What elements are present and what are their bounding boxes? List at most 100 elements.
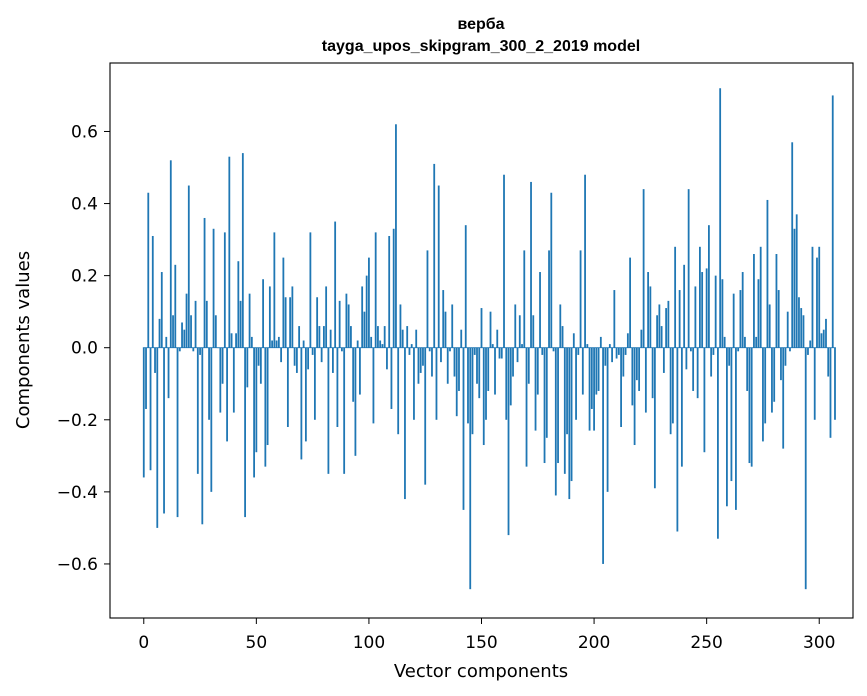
bar bbox=[309, 232, 312, 348]
x-tick-label: 250 bbox=[690, 633, 722, 653]
bar bbox=[426, 250, 429, 348]
bar bbox=[235, 333, 237, 348]
bar bbox=[732, 293, 735, 348]
bar bbox=[651, 347, 654, 399]
bar bbox=[250, 336, 253, 348]
bar bbox=[300, 347, 303, 460]
bar bbox=[255, 347, 258, 453]
bar bbox=[368, 257, 370, 348]
bar bbox=[498, 347, 501, 359]
bar bbox=[640, 329, 643, 348]
bar bbox=[552, 347, 555, 352]
bar bbox=[377, 326, 379, 348]
bar bbox=[232, 347, 235, 413]
bar bbox=[163, 347, 165, 514]
bar bbox=[523, 250, 526, 348]
bar bbox=[253, 347, 255, 478]
bar bbox=[329, 329, 332, 348]
bar bbox=[262, 279, 264, 348]
bar bbox=[408, 347, 411, 355]
bar bbox=[431, 347, 433, 377]
bar bbox=[521, 344, 523, 348]
y-tick-label: 0.2 bbox=[71, 267, 98, 287]
bar bbox=[386, 347, 388, 370]
bar bbox=[259, 347, 262, 384]
bar bbox=[660, 326, 663, 348]
bar bbox=[289, 297, 292, 348]
bar bbox=[359, 347, 361, 395]
bar bbox=[820, 333, 823, 348]
x-tick-label: 150 bbox=[465, 633, 497, 653]
bar bbox=[696, 347, 699, 399]
y-tick-label: −0.2 bbox=[57, 411, 98, 431]
chart-title: верба bbox=[457, 16, 504, 33]
bar bbox=[413, 347, 415, 420]
bar bbox=[219, 347, 222, 413]
bar bbox=[410, 344, 413, 348]
bar bbox=[172, 315, 174, 348]
bar bbox=[723, 336, 726, 348]
bar bbox=[228, 156, 231, 348]
bars-group bbox=[142, 88, 836, 590]
bar bbox=[199, 347, 201, 355]
bar bbox=[593, 347, 595, 431]
bar bbox=[644, 347, 647, 413]
bar bbox=[694, 286, 697, 348]
bar bbox=[692, 347, 695, 391]
bar bbox=[480, 308, 483, 348]
bar bbox=[566, 347, 568, 435]
bar bbox=[428, 347, 431, 352]
bar bbox=[543, 347, 546, 464]
bar bbox=[406, 326, 409, 348]
bar bbox=[167, 347, 170, 399]
bar bbox=[611, 347, 613, 363]
bar bbox=[613, 290, 616, 348]
y-tick-label: −0.4 bbox=[57, 483, 98, 503]
bar bbox=[671, 347, 674, 424]
bar bbox=[699, 246, 701, 348]
bar bbox=[741, 272, 744, 348]
bar bbox=[487, 347, 490, 391]
bar bbox=[183, 329, 186, 348]
bar bbox=[620, 347, 622, 427]
bar bbox=[744, 336, 746, 348]
bar bbox=[327, 347, 330, 474]
bar bbox=[530, 181, 532, 348]
bar bbox=[617, 347, 620, 355]
bar bbox=[766, 199, 769, 348]
bar bbox=[313, 347, 316, 420]
bar bbox=[649, 286, 652, 348]
bar bbox=[482, 347, 485, 446]
bar bbox=[804, 347, 807, 590]
bar bbox=[631, 347, 634, 406]
bar bbox=[503, 174, 505, 348]
bar bbox=[455, 347, 458, 417]
bar bbox=[401, 329, 404, 348]
bar bbox=[714, 275, 717, 348]
bar bbox=[635, 347, 638, 381]
bar bbox=[791, 142, 794, 348]
bar bbox=[449, 347, 451, 352]
bar bbox=[244, 347, 246, 518]
bar bbox=[586, 344, 589, 348]
bar bbox=[775, 254, 778, 348]
bar bbox=[356, 340, 359, 348]
bar bbox=[424, 347, 427, 485]
bar bbox=[390, 347, 393, 409]
bar bbox=[572, 333, 575, 348]
bar bbox=[437, 185, 440, 348]
bar bbox=[214, 315, 217, 348]
bar bbox=[665, 308, 668, 348]
bar bbox=[230, 333, 233, 348]
bar bbox=[154, 347, 156, 373]
bar bbox=[532, 315, 535, 348]
y-tick-label: 0.0 bbox=[71, 339, 98, 359]
bar bbox=[334, 221, 337, 348]
bar bbox=[395, 124, 397, 348]
bar bbox=[816, 257, 818, 348]
bar bbox=[275, 340, 278, 348]
bar bbox=[388, 235, 391, 348]
bar bbox=[548, 250, 550, 348]
bar bbox=[464, 225, 467, 348]
x-tick-label: 300 bbox=[803, 633, 835, 653]
